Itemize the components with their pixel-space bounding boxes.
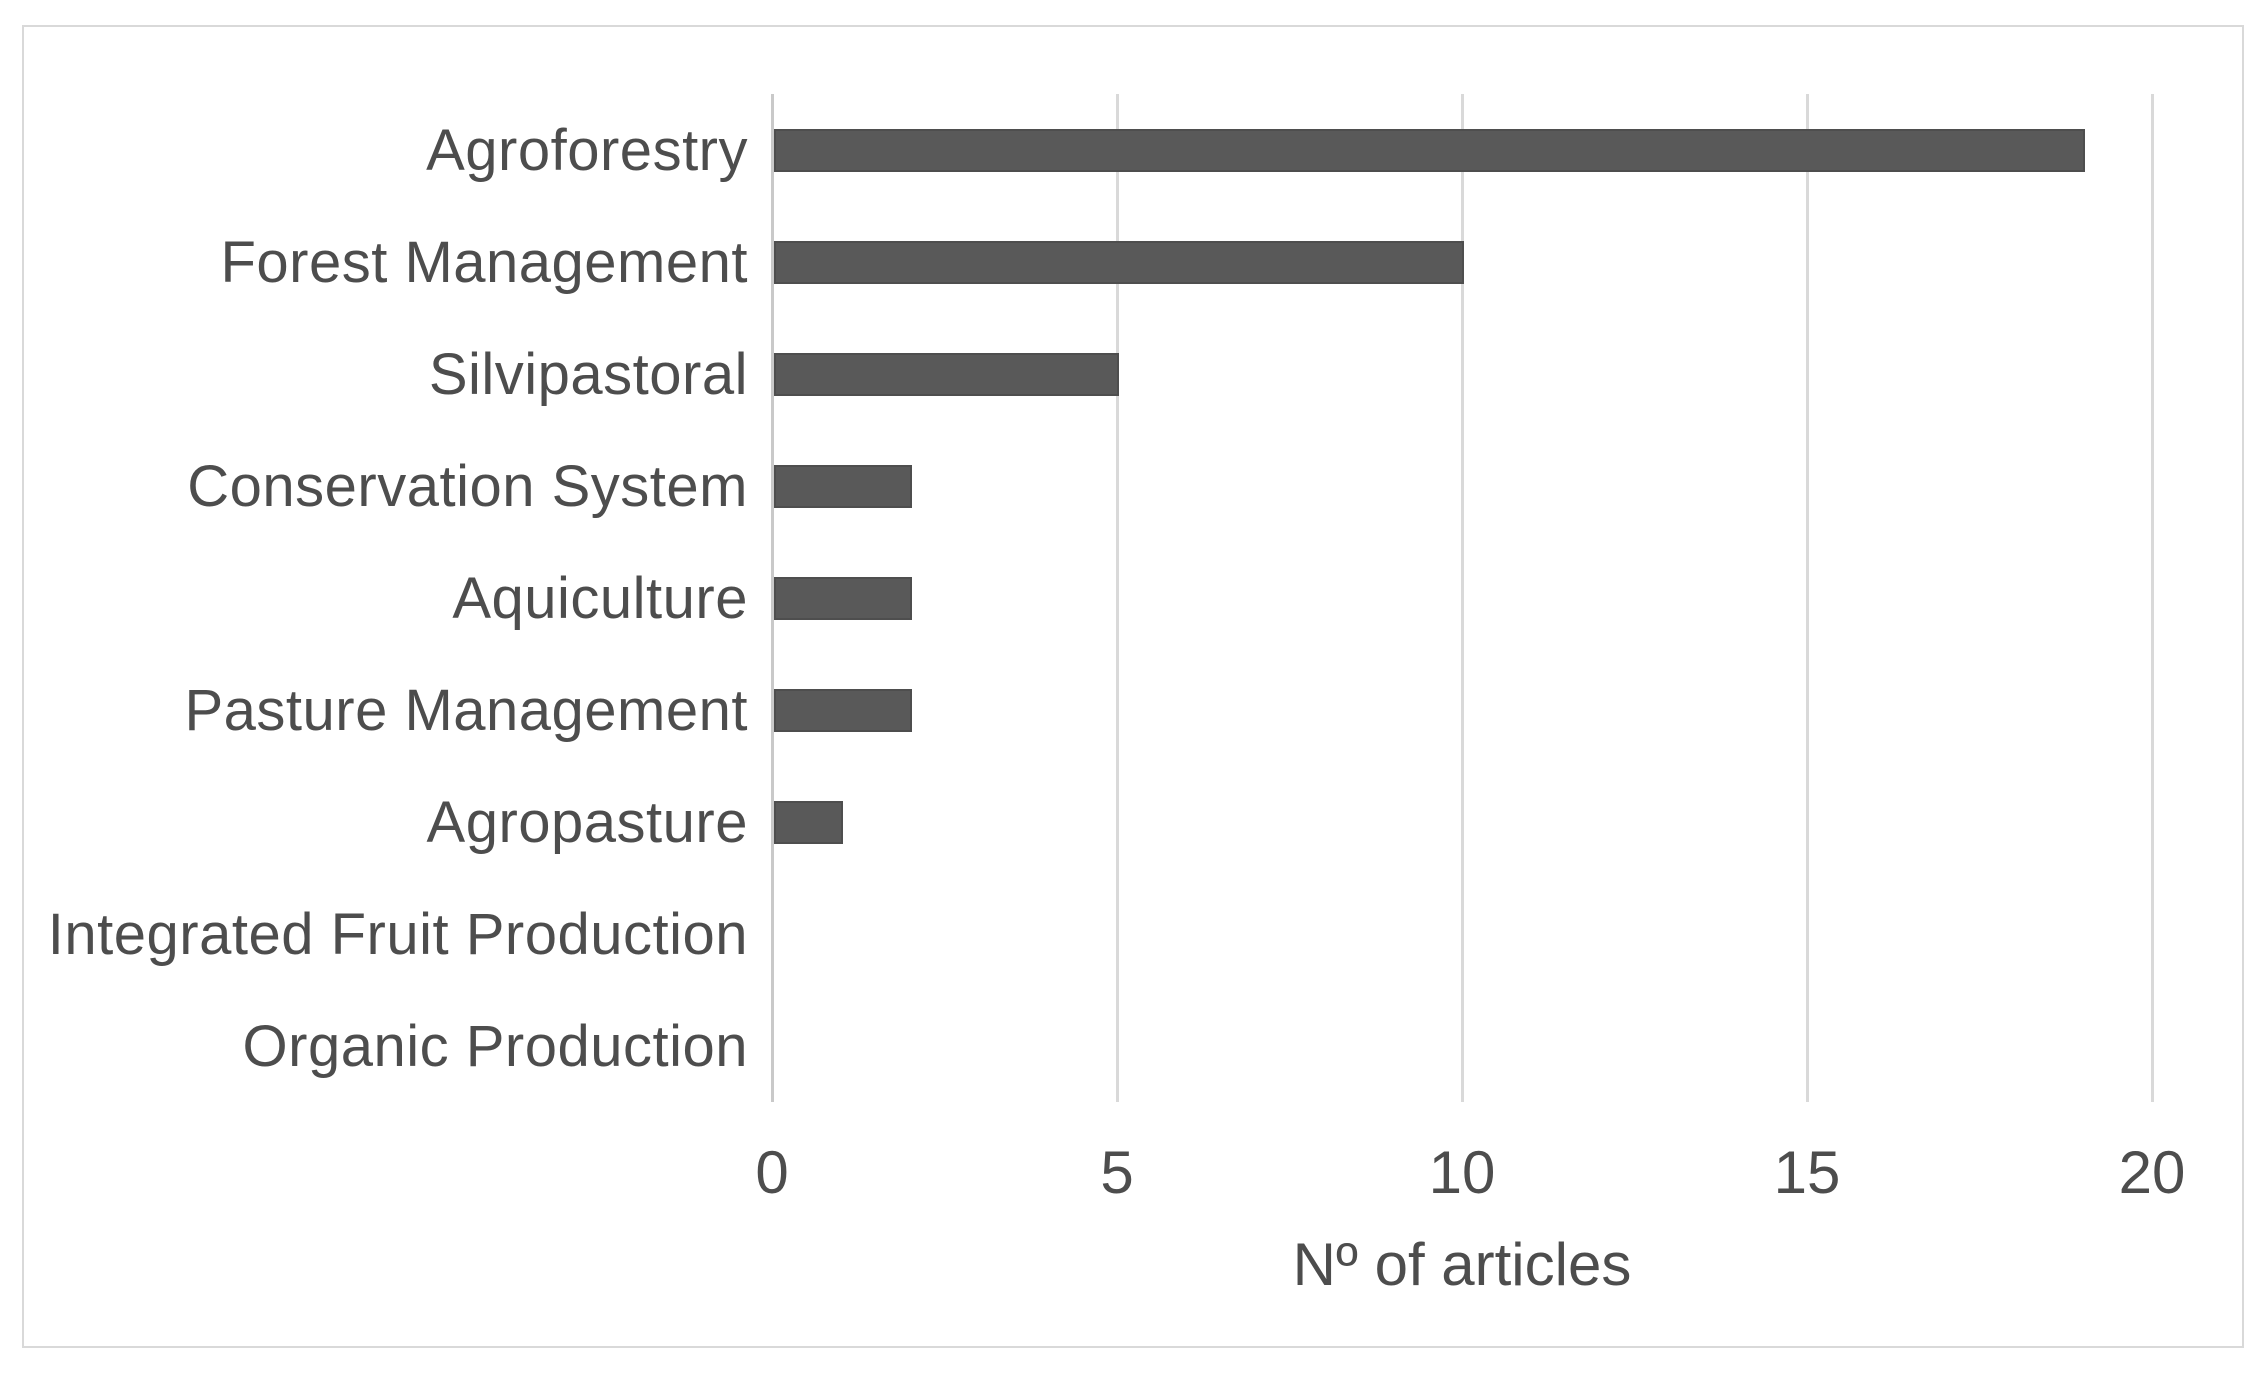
category-label: Silvipastoral — [428, 341, 748, 407]
bar — [774, 464, 912, 508]
category-label: Pasture Management — [184, 677, 748, 743]
category-label: Agropasture — [426, 789, 748, 855]
x-axis-title: Nº of articles — [1292, 1231, 1632, 1298]
bar — [774, 240, 1464, 284]
x-tick-label: 15 — [1773, 1139, 1841, 1206]
category-label: Forest Management — [220, 229, 748, 295]
x-tick-label: 0 — [755, 1139, 789, 1206]
y-axis-line — [771, 94, 774, 1102]
category-label: Conservation System — [187, 453, 748, 519]
x-tick-label: 20 — [2118, 1139, 2186, 1206]
bar — [774, 128, 2085, 172]
x-tick-label: 5 — [1100, 1139, 1134, 1206]
bar — [774, 352, 1119, 396]
bar — [774, 688, 912, 732]
x-tick-label: 10 — [1428, 1139, 1496, 1206]
category-label: Agroforestry — [426, 117, 748, 183]
category-label: Organic Production — [242, 1013, 748, 1079]
chart-border — [22, 25, 2244, 1348]
bar — [774, 576, 912, 620]
gridline — [1806, 94, 1809, 1102]
gridline — [1461, 94, 1464, 1102]
bar — [774, 800, 843, 844]
category-label: Aquiculture — [452, 565, 748, 631]
gridline — [2151, 94, 2154, 1102]
gridline — [1116, 94, 1119, 1102]
category-label: Integrated Fruit Production — [47, 901, 748, 967]
